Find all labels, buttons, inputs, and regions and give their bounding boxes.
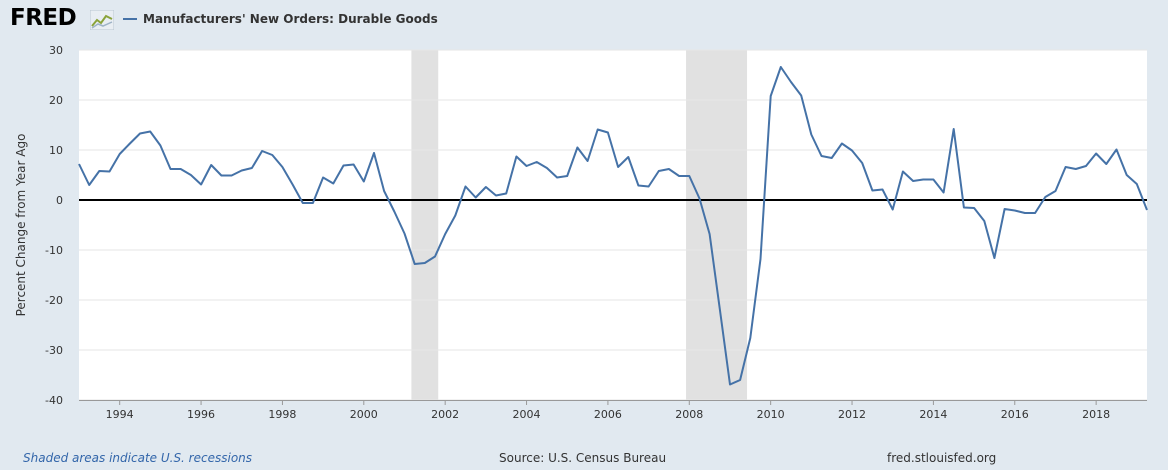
series-line-0 (78, 66, 1148, 386)
recession-note[interactable]: Shaded areas indicate U.S. recessions (23, 451, 253, 465)
x-tick-label: 2008 (675, 408, 703, 421)
x-tick-label: 2018 (1082, 408, 1110, 421)
x-tick-label: 2000 (350, 408, 378, 421)
y-tick-label: 10 (49, 144, 63, 157)
x-tick-label: 2012 (838, 408, 866, 421)
y-tick-label: -20 (45, 294, 63, 307)
fred-logo[interactable]: FRED (10, 5, 77, 31)
x-tick-label: 1996 (187, 408, 215, 421)
site-link[interactable]: fred.stlouisfed.org (887, 451, 997, 465)
legend-swatch (123, 18, 137, 20)
x-tick-label: 1998 (268, 408, 296, 421)
x-tick-label: 2016 (1001, 408, 1029, 421)
line-chart-icon (90, 10, 114, 30)
y-tick-label: -40 (45, 394, 63, 407)
y-tick-label: 30 (49, 44, 63, 57)
chart-legend[interactable]: Manufacturers' New Orders: Durable Goods (123, 12, 438, 26)
x-tick-label: 2010 (757, 408, 785, 421)
y-tick-label: -10 (45, 244, 63, 257)
x-tick-label: 2006 (594, 408, 622, 421)
y-tick-label: -30 (45, 344, 63, 357)
y-tick-label: 0 (56, 194, 63, 207)
recession-band-1 (686, 50, 748, 400)
y-tick-label: 20 (49, 94, 63, 107)
source-note: Source: U.S. Census Bureau (499, 451, 667, 465)
legend-label: Manufacturers' New Orders: Durable Goods (143, 12, 438, 26)
plot-area (79, 50, 1147, 400)
y-axis-label: Percent Change from Year Ago (14, 134, 28, 317)
recession-band-0 (411, 50, 439, 400)
chart-header: FRED Manufacturers' New Orders: Durable … (0, 0, 1168, 40)
x-tick-label: 2014 (919, 408, 947, 421)
x-tick-label: 2004 (513, 408, 541, 421)
x-tick-label: 2002 (431, 408, 459, 421)
x-tick-label: 1994 (106, 408, 134, 421)
